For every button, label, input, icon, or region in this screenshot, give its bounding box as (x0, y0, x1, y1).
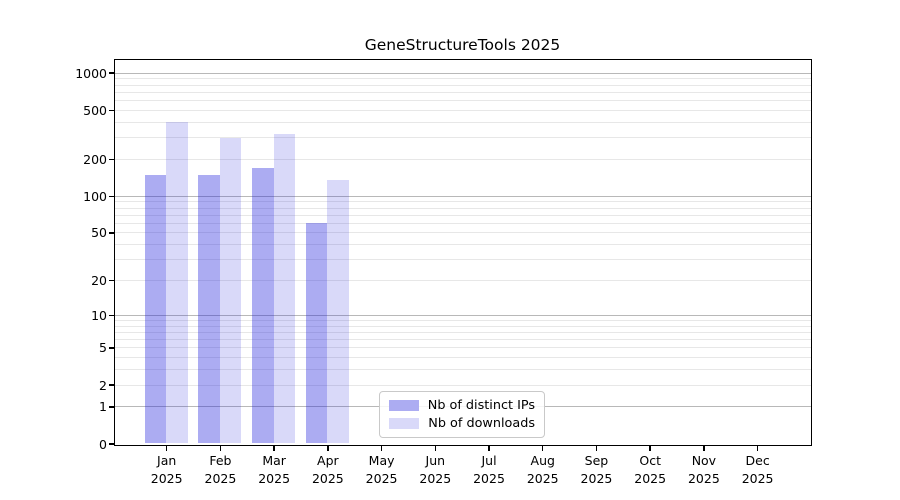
gridline-minor-3 (114, 369, 811, 371)
gridline-minor-600 (114, 100, 811, 102)
y-tick-label-20: 20 (91, 273, 107, 289)
y-tick-label-5: 5 (99, 340, 107, 356)
legend-label-downloads: Nb of downloads (428, 416, 535, 432)
y-tick-50 (109, 232, 114, 234)
legend-swatch-downloads (389, 418, 420, 430)
y-tick-10 (109, 314, 114, 317)
gridline-minor-700 (114, 91, 811, 93)
gridline-minor-400 (114, 121, 811, 123)
x-tick-label-feb: Feb 2025 (204, 453, 237, 486)
gridline-minor-500 (114, 109, 811, 111)
x-tick-label-jan: Jan 2025 (150, 453, 183, 486)
y-tick-label-2: 2 (99, 377, 107, 393)
x-tick-feb (219, 445, 222, 451)
x-tick-label-jul: Jul 2025 (473, 453, 505, 486)
y-tick-label-200: 200 (83, 151, 107, 167)
bar-downloads-feb (219, 137, 242, 444)
bar-downloads-apr (327, 180, 349, 444)
gridline-minor-900 (114, 78, 811, 80)
x-tick-label-aug: Aug 2025 (526, 453, 559, 486)
gridline-minor-4 (114, 357, 811, 359)
y-tick-label-100: 100 (83, 188, 107, 204)
y-tick-1000 (109, 72, 114, 74)
x-tick-label-nov: Nov 2025 (687, 453, 720, 486)
gridline-minor-30 (114, 259, 811, 261)
gridline-minor-7 (114, 331, 811, 333)
y-tick-5 (109, 347, 114, 349)
legend-item-distinct-ips: Nb of distinct IPs (389, 398, 535, 413)
y-tick-200 (109, 158, 114, 161)
gridline-major-1000 (114, 72, 811, 74)
x-tick-mar (273, 445, 275, 451)
chart-title: GeneStructureTools 2025 (364, 36, 561, 54)
gridline-major-100 (114, 195, 811, 197)
x-tick-label-mar: Mar 2025 (258, 453, 291, 486)
gridline-minor-800 (114, 84, 811, 86)
y-tick-1 (109, 406, 114, 408)
gridline-minor-80 (114, 207, 811, 209)
y-tick-label-10: 10 (91, 307, 107, 323)
bar-distinct-ips-feb (198, 175, 220, 444)
legend-item-downloads: Nb of downloads (389, 416, 535, 431)
y-tick-label-1000: 1000 (75, 65, 107, 81)
gridline-minor-20 (114, 280, 811, 282)
y-tick-100 (109, 195, 114, 198)
gridline-minor-90 (114, 201, 811, 203)
x-tick-label-oct: Oct 2025 (634, 453, 667, 486)
gridline-minor-2 (114, 384, 811, 386)
plot-area (113, 58, 812, 446)
plot-inner (114, 60, 811, 445)
y-tick-label-1: 1 (99, 399, 107, 415)
bar-distinct-ips-jan (144, 174, 167, 444)
legend-swatch-distinct-ips (389, 399, 419, 411)
gridline-major-10 (114, 314, 811, 316)
gridline-minor-9 (114, 319, 811, 321)
legend-label-distinct-ips: Nb of distinct IPs (427, 397, 535, 413)
gridline-minor-50 (114, 232, 811, 234)
gridline-minor-70 (114, 214, 811, 216)
x-tick-jun (434, 445, 437, 451)
y-tick-0 (109, 443, 114, 445)
gridline-minor-40 (114, 244, 811, 246)
y-tick-20 (109, 279, 114, 282)
bar-distinct-ips-mar (252, 168, 274, 444)
x-tick-label-dec: Dec 2025 (741, 453, 774, 486)
x-tick-label-apr: Apr 2025 (311, 453, 344, 486)
x-tick-apr (327, 445, 329, 451)
y-tick-label-500: 500 (83, 102, 107, 118)
y-tick-2 (109, 384, 114, 386)
x-tick-dec (756, 445, 759, 451)
y-tick-500 (109, 109, 114, 112)
x-tick-aug (541, 445, 544, 451)
bar-distinct-ips-apr (305, 222, 328, 444)
x-tick-sep (595, 445, 598, 451)
x-tick-jul (488, 445, 490, 451)
gridline-minor-6 (114, 339, 811, 341)
y-tick-label-50: 50 (91, 225, 107, 241)
x-tick-label-jun: Jun 2025 (419, 453, 452, 486)
y-tick-label-0: 0 (99, 436, 107, 452)
x-tick-jan (165, 445, 168, 451)
x-tick-nov (703, 445, 705, 451)
bar-downloads-mar (273, 134, 296, 444)
legend: Nb of distinct IPs Nb of downloads (379, 391, 545, 438)
gridline-minor-300 (114, 137, 811, 139)
x-tick-label-sep: Sep 2025 (580, 453, 613, 486)
x-tick-may (380, 445, 383, 451)
x-tick-oct (649, 445, 651, 451)
gridline-minor-60 (114, 222, 811, 224)
gridline-minor-5 (114, 347, 811, 349)
gridline-minor-8 (114, 325, 811, 327)
gridline-minor-200 (114, 158, 811, 160)
x-tick-label-may: May 2025 (365, 453, 398, 486)
bar-downloads-jan (166, 122, 188, 444)
